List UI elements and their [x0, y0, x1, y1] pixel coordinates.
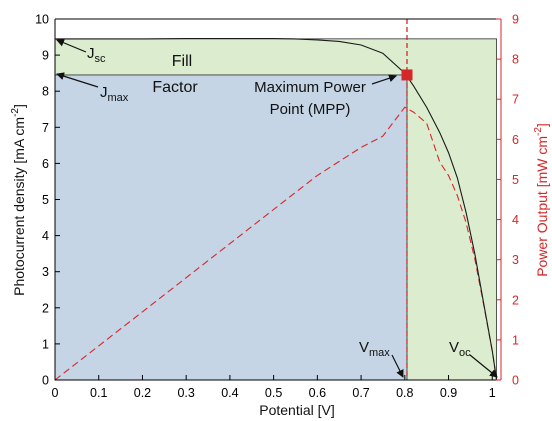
vmax-arrow: [391, 354, 404, 378]
mpp-arrow: [371, 74, 397, 85]
right-tick-label: 8: [512, 53, 519, 67]
fill-factor-label-line2: Factor: [152, 79, 198, 96]
left-tick-label: 9: [42, 49, 49, 63]
bottom-tick-label: 0.8: [396, 386, 413, 400]
right-tick-label: 3: [512, 253, 519, 267]
left-tick-label: 4: [42, 229, 49, 243]
left-axis-ticks: 0 1 2 3 4 5 6 7 8 9 10: [35, 13, 60, 388]
bottom-axis-ticks: 0 0.1 0.2 0.3 0.4 0.5 0.6 0.7 0.8 0.9 1: [52, 375, 496, 400]
left-tick-label: 0: [42, 374, 49, 388]
right-tick-label: 5: [512, 173, 519, 187]
photocurrent-curve: [55, 37, 498, 381]
bottom-tick-label: 1: [489, 386, 496, 400]
right-tick-label: 9: [512, 13, 519, 27]
fill-factor-region: [55, 74, 407, 380]
bottom-tick-label: 0.5: [265, 386, 282, 400]
left-tick-label: 2: [42, 301, 49, 315]
y-axis-left-title: Photocurrent density [mA cm-2]: [10, 104, 27, 296]
voc-arrow: [469, 354, 498, 378]
right-axis-ticks: 0 1 2 3 4 5 6 7 8 9: [496, 13, 519, 388]
bottom-tick-label: 0: [52, 386, 59, 400]
right-tick-label: 0: [512, 374, 519, 388]
left-tick-label: 5: [42, 193, 49, 207]
bottom-tick-label: 0.9: [440, 386, 457, 400]
left-tick-label: 3: [42, 265, 49, 279]
right-tick-label: 1: [512, 333, 519, 347]
left-tick-label: 8: [42, 85, 49, 99]
right-tick-label: 6: [512, 133, 519, 147]
y-axis-right-title: Power Output [mW cm-2]: [533, 123, 550, 277]
fill-factor-label-line1: Fill: [172, 53, 192, 70]
mpp-label-line1: Maximum Power: [254, 79, 366, 96]
left-tick-label: 6: [42, 157, 49, 171]
bottom-tick-label: 0.1: [90, 386, 107, 400]
bottom-tick-label: 0.6: [309, 386, 326, 400]
bottom-tick-label: 0.4: [221, 386, 238, 400]
bottom-tick-label: 0.7: [352, 386, 369, 400]
jmax-arrow: [56, 72, 99, 88]
voc-label: Voc: [449, 339, 471, 359]
jsc-label: Jsc: [87, 45, 106, 65]
vmax-label: Vmax: [359, 339, 390, 359]
bottom-tick-label: 0.3: [177, 386, 194, 400]
x-axis-title: Potential [V]: [259, 402, 335, 418]
right-tick-label: 4: [512, 213, 519, 227]
mpp-marker: [401, 69, 413, 81]
power-output-curve: [54, 106, 498, 381]
bottom-tick-label: 0.2: [134, 386, 151, 400]
jmax-label: Jmax: [100, 84, 129, 104]
left-tick-label: 7: [42, 121, 49, 135]
jsc-arrow: [56, 38, 87, 53]
mpp-label-line2: Point (MPP): [270, 101, 351, 118]
right-tick-label: 7: [512, 93, 519, 107]
left-tick-label: 1: [42, 337, 49, 351]
right-tick-label: 2: [512, 293, 519, 307]
left-tick-label: 10: [35, 13, 49, 27]
